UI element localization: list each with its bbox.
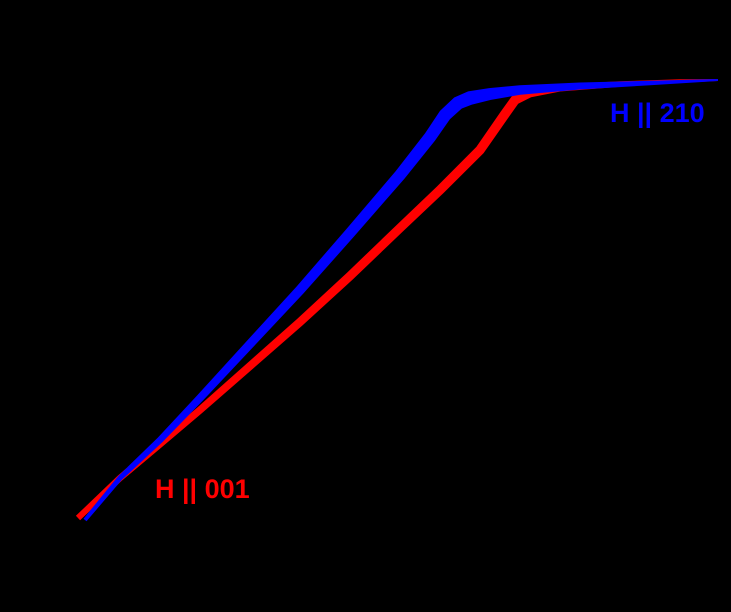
label-h-001: H || 001 [155, 474, 250, 504]
label-h-210: H || 210 [610, 98, 705, 128]
series-band-h-210 [83, 79, 718, 522]
series-layer [75, 79, 718, 522]
